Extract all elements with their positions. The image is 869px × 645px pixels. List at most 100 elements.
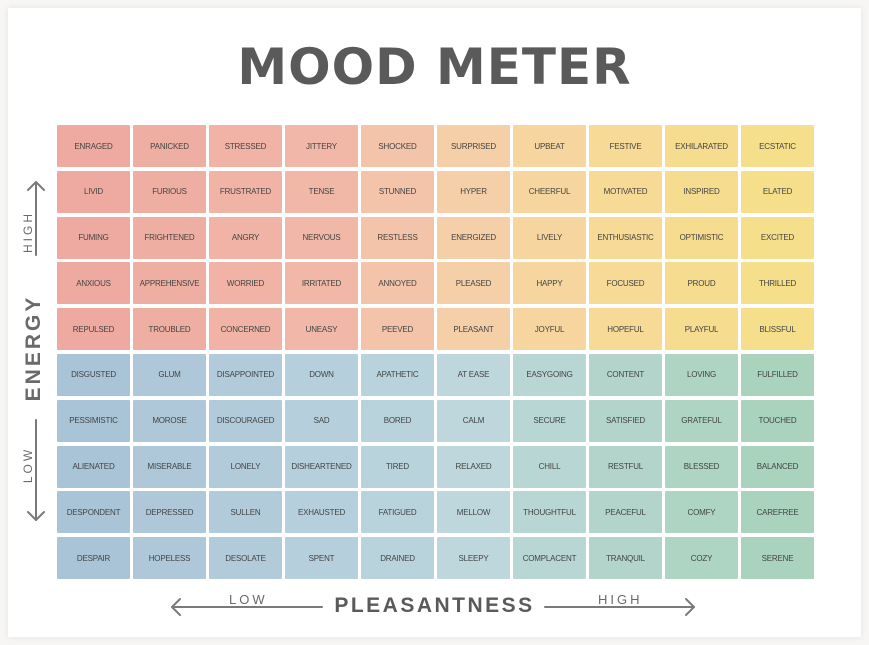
mood-cell: SLEEPY xyxy=(437,537,510,580)
mood-cell: TOUCHED xyxy=(741,399,814,442)
mood-cell: HAPPY xyxy=(513,262,586,305)
mood-cell: JITTERY xyxy=(285,125,358,167)
mood-cell: SULLEN xyxy=(209,491,282,534)
mood-cell: TRANQUIL xyxy=(589,537,662,580)
mood-cell: COZY xyxy=(665,537,738,580)
mood-cell: GRATEFUL xyxy=(665,399,738,442)
mood-cell: MOROSE xyxy=(133,399,206,442)
mood-cell: CHEERFUL xyxy=(513,170,586,213)
mood-cell: DESPONDENT xyxy=(57,491,130,534)
x-axis-label: PLEASANTNESS xyxy=(334,594,535,617)
mood-cell: MELLOW xyxy=(437,491,510,534)
mood-cell: TROUBLED xyxy=(133,308,206,351)
mood-cell: COMPLACENT xyxy=(513,537,586,580)
mood-cell: DOWN xyxy=(285,353,358,396)
mood-cell: OPTIMISTIC xyxy=(665,216,738,259)
mood-cell: CAREFREE xyxy=(741,491,814,534)
mood-cell: STRESSED xyxy=(209,125,282,167)
x-axis-high-label: HIGH xyxy=(598,592,643,607)
mood-cell: HOPELESS xyxy=(133,537,206,580)
mood-cell: PESSIMISTIC xyxy=(57,399,130,442)
mood-cell: SHOCKED xyxy=(361,125,434,167)
mood-cell: THOUGHTFUL xyxy=(513,491,586,534)
mood-cell: ENTHUSIASTIC xyxy=(589,216,662,259)
mood-cell: DISGUSTED xyxy=(57,353,130,396)
mood-cell: CONCERNED xyxy=(209,308,282,351)
mood-cell: LIVELY xyxy=(513,216,586,259)
mood-cell: ECSTATIC xyxy=(741,125,814,167)
y-axis-low-label: LOW xyxy=(21,446,35,484)
mood-cell: RESTLESS xyxy=(361,216,434,259)
mood-cell: HYPER xyxy=(437,170,510,213)
mood-cell: DESOLATE xyxy=(209,537,282,580)
mood-cell: MISERABLE xyxy=(133,445,206,488)
mood-cell: SECURE xyxy=(513,399,586,442)
mood-cell: SPENT xyxy=(285,537,358,580)
mood-cell: EXHILARATED xyxy=(665,125,738,167)
mood-cell: ANGRY xyxy=(209,216,282,259)
mood-cell: BLISSFUL xyxy=(741,308,814,351)
mood-cell: UNEASY xyxy=(285,308,358,351)
mood-cell: APATHETIC xyxy=(361,353,434,396)
mood-cell: THRILLED xyxy=(741,262,814,305)
mood-cell: REPULSED xyxy=(57,308,130,351)
mood-cell: BALANCED xyxy=(741,445,814,488)
mood-cell: PEEVED xyxy=(361,308,434,351)
mood-cell: EXCITED xyxy=(741,216,814,259)
mood-cell: ANXIOUS xyxy=(57,262,130,305)
mood-cell: CONTENT xyxy=(589,353,662,396)
mood-cell: EASYGOING xyxy=(513,353,586,396)
mood-cell: HOPEFUL xyxy=(589,308,662,351)
mood-cell: PLEASED xyxy=(437,262,510,305)
mood-cell: RELAXED xyxy=(437,445,510,488)
mood-cell: FRIGHTENED xyxy=(133,216,206,259)
mood-cell: BORED xyxy=(361,399,434,442)
mood-cell: PROUD xyxy=(665,262,738,305)
y-axis-high-label: HIGH xyxy=(21,211,35,253)
mood-cell: COMFY xyxy=(665,491,738,534)
mood-cell: PEACEFUL xyxy=(589,491,662,534)
mood-cell: FESTIVE xyxy=(589,125,662,167)
mood-cell: PLEASANT xyxy=(437,308,510,351)
mood-cell: FUMING xyxy=(57,216,130,259)
mood-cell: DRAINED xyxy=(361,537,434,580)
mood-cell: JOYFUL xyxy=(513,308,586,351)
mood-cell: EXHAUSTED xyxy=(285,491,358,534)
mood-cell: DISCOURAGED xyxy=(209,399,282,442)
mood-cell: TENSE xyxy=(285,170,358,213)
mood-cell: FURIOUS xyxy=(133,170,206,213)
mood-cell: CHILL xyxy=(513,445,586,488)
mood-cell: APPREHENSIVE xyxy=(133,262,206,305)
mood-cell: UPBEAT xyxy=(513,125,586,167)
mood-cell: LOVING xyxy=(665,353,738,396)
mood-cell: PANICKED xyxy=(133,125,206,167)
mood-cell: LONELY xyxy=(209,445,282,488)
mood-cell: CALM xyxy=(437,399,510,442)
x-axis-low-label: LOW xyxy=(229,592,268,607)
mood-cell: RESTFUL xyxy=(589,445,662,488)
mood-cell: NERVOUS xyxy=(285,216,358,259)
mood-cell: FULFILLED xyxy=(741,353,814,396)
mood-cell: LIVID xyxy=(57,170,130,213)
mood-cell: ENRAGED xyxy=(57,125,130,167)
mood-cell: FATIGUED xyxy=(361,491,434,534)
mood-cell: INSPIRED xyxy=(665,170,738,213)
mood-cell: AT EASE xyxy=(437,353,510,396)
mood-cell: FOCUSED xyxy=(589,262,662,305)
mood-cell: ENERGIZED xyxy=(437,216,510,259)
mood-cell: SERENE xyxy=(741,537,814,580)
mood-cell: MOTIVATED xyxy=(589,170,662,213)
mood-cell: BLESSED xyxy=(665,445,738,488)
page-title: MOOD METER xyxy=(237,38,632,96)
mood-cell: DESPAIR xyxy=(57,537,130,580)
mood-cell: ANNOYED xyxy=(361,262,434,305)
mood-cell: GLUM xyxy=(133,353,206,396)
y-axis-label: ENERGY xyxy=(22,294,45,402)
mood-cell: SATISFIED xyxy=(589,399,662,442)
mood-cell: ALIENATED xyxy=(57,445,130,488)
mood-cell: TIRED xyxy=(361,445,434,488)
mood-cell: SURPRISED xyxy=(437,125,510,167)
mood-cell: DISHEARTENED xyxy=(285,445,358,488)
mood-cell: SAD xyxy=(285,399,358,442)
mood-cell: WORRIED xyxy=(209,262,282,305)
